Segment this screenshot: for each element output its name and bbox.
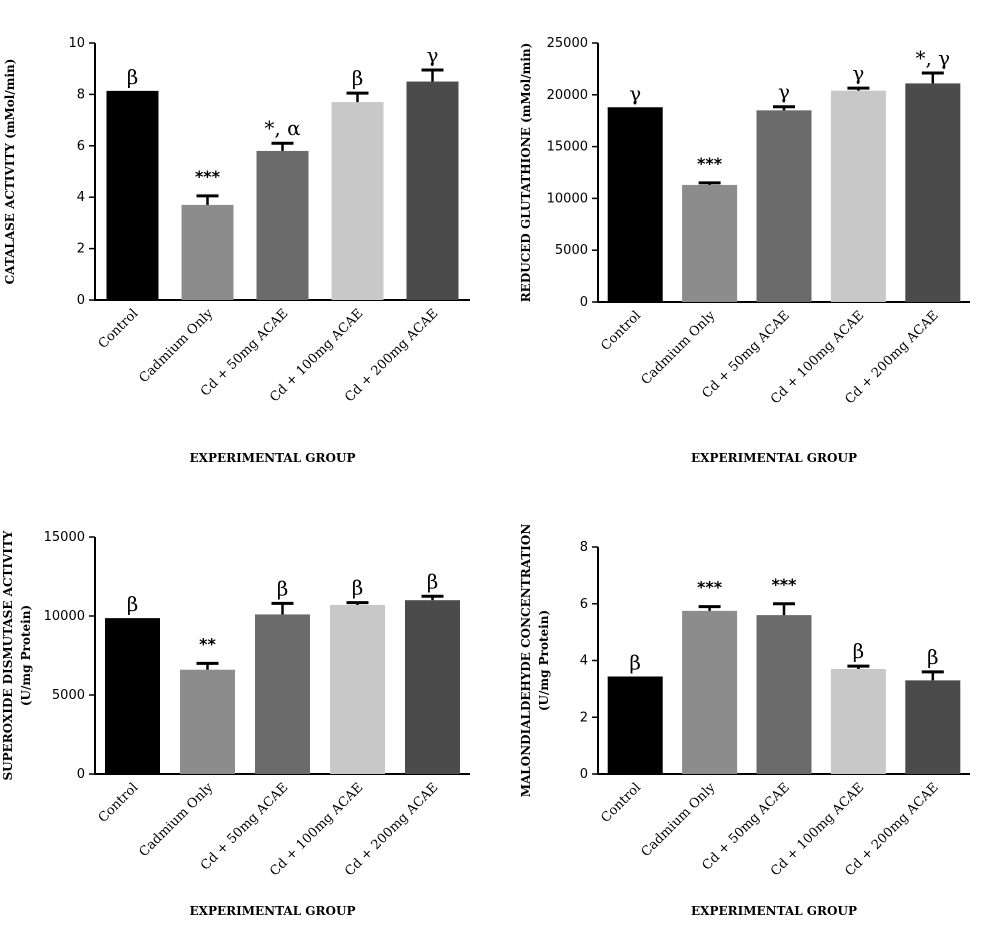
y-tick-label: 4: [77, 190, 85, 205]
significance-label: β: [427, 569, 439, 593]
x-axis-title: EXPERIMENTAL GROUP: [190, 451, 356, 465]
y-tick-label: 6: [580, 597, 588, 612]
bar: [905, 680, 961, 774]
y-tick-label: 10000: [44, 609, 85, 624]
significance-label: β: [853, 639, 865, 663]
catalase-chart-panel: 0 2 4 6 8 10 β Control *** Cadmium Only *, α Cd + 5…: [0, 0, 490, 475]
y-tick-label: 0: [77, 293, 85, 308]
y-tick-label: 0: [580, 295, 588, 310]
bar: [256, 150, 309, 300]
y-tick-label: 4: [580, 654, 588, 669]
y-axis-subtitle: (U/mg Protein): [537, 610, 551, 711]
bar: [105, 619, 160, 774]
significance-label: ***: [771, 575, 797, 594]
significance-label: **: [199, 634, 216, 653]
bar: [682, 610, 738, 774]
y-tick-label: 15000: [44, 530, 85, 545]
x-axis-title: EXPERIMENTAL GROUP: [691, 451, 857, 465]
significance-label: *, γ: [915, 46, 950, 70]
significance-label: ***: [195, 167, 221, 186]
y-axis-title: CATALASE ACTIVITY (mMol/min): [3, 59, 17, 285]
bar: [905, 83, 961, 303]
x-category-label: Control: [598, 308, 644, 354]
y-tick-label: 8: [580, 540, 588, 555]
y-axis-title: MALONDIALDEHYDE CONCENTRATION: [519, 524, 533, 798]
y-axis-title: SUPEROXIDE DISMUTASE ACTIVITY: [1, 530, 15, 780]
glutathione-chart-panel: 0 5000 10000 15000 20000 25000 γ Control *** Cadm…: [500, 0, 990, 475]
y-tick-label: 0: [580, 767, 588, 782]
y-tick-label: 0: [77, 767, 85, 782]
x-category-label: Control: [598, 780, 644, 826]
bar: [181, 204, 234, 300]
significance-label: β: [352, 576, 364, 600]
x-category-label: Cadmium Only: [137, 780, 217, 860]
bar: [331, 102, 384, 300]
significance-label: γ: [629, 81, 641, 105]
significance-label: β: [277, 576, 289, 600]
y-tick-label: 20000: [547, 88, 588, 103]
y-tick-label: 5000: [52, 688, 85, 703]
bar: [756, 110, 812, 302]
y-axis-title: REDUCED GLUTATHIONE (mMol/min): [519, 43, 533, 303]
y-tick-label: 25000: [547, 36, 588, 51]
y-tick-label: 6: [77, 139, 85, 154]
significance-label: β: [127, 65, 139, 89]
bar: [830, 669, 886, 774]
significance-label: β: [927, 645, 939, 669]
significance-label: ***: [697, 154, 723, 173]
y-tick-label: 2: [580, 710, 588, 725]
x-category-label: Cadmium Only: [137, 306, 217, 386]
y-tick-label: 15000: [547, 140, 588, 155]
bar: [180, 669, 235, 774]
bar: [682, 184, 738, 302]
y-tick-label: 10: [68, 36, 85, 51]
x-category-label: Cadmium Only: [639, 780, 719, 860]
bar: [607, 677, 663, 774]
y-tick-label: 8: [77, 87, 85, 102]
bar: [405, 600, 460, 774]
y-axis-subtitle: (U/mg Protein): [19, 605, 33, 706]
bar: [330, 604, 385, 774]
x-category-label: Cadmium Only: [639, 308, 719, 388]
bar: [255, 614, 310, 774]
significance-label: γ: [852, 61, 864, 85]
significance-label: β: [352, 66, 364, 90]
y-tick-label: 5000: [555, 243, 588, 258]
bar: [106, 91, 159, 300]
x-category-label: Control: [96, 780, 142, 826]
bar: [830, 90, 886, 302]
glutathione-chart: 0 5000 10000 15000 20000 25000 γ Control *** Cadm…: [519, 36, 970, 465]
y-tick-label: 2: [77, 242, 85, 257]
significance-label: γ: [427, 43, 439, 67]
significance-label: γ: [778, 80, 790, 104]
x-category-label: Control: [96, 306, 142, 352]
x-axis-title: EXPERIMENTAL GROUP: [691, 904, 857, 918]
bar: [406, 81, 459, 300]
significance-label: ***: [697, 578, 723, 597]
y-tick-label: 10000: [547, 191, 588, 206]
bar: [607, 108, 663, 302]
significance-label: *, α: [264, 116, 300, 140]
mda-chart-panel: 0 2 4 6 8 β Control *** Cadmium Only *** Cd + 50mg…: [500, 490, 990, 926]
significance-label: β: [629, 651, 641, 675]
significance-label: β: [127, 592, 139, 616]
bar: [756, 615, 812, 774]
x-axis-title: EXPERIMENTAL GROUP: [190, 904, 356, 918]
sod-chart-panel: 0 5000 10000 15000 β Control ** Cadmium Only β Cd…: [0, 490, 490, 926]
